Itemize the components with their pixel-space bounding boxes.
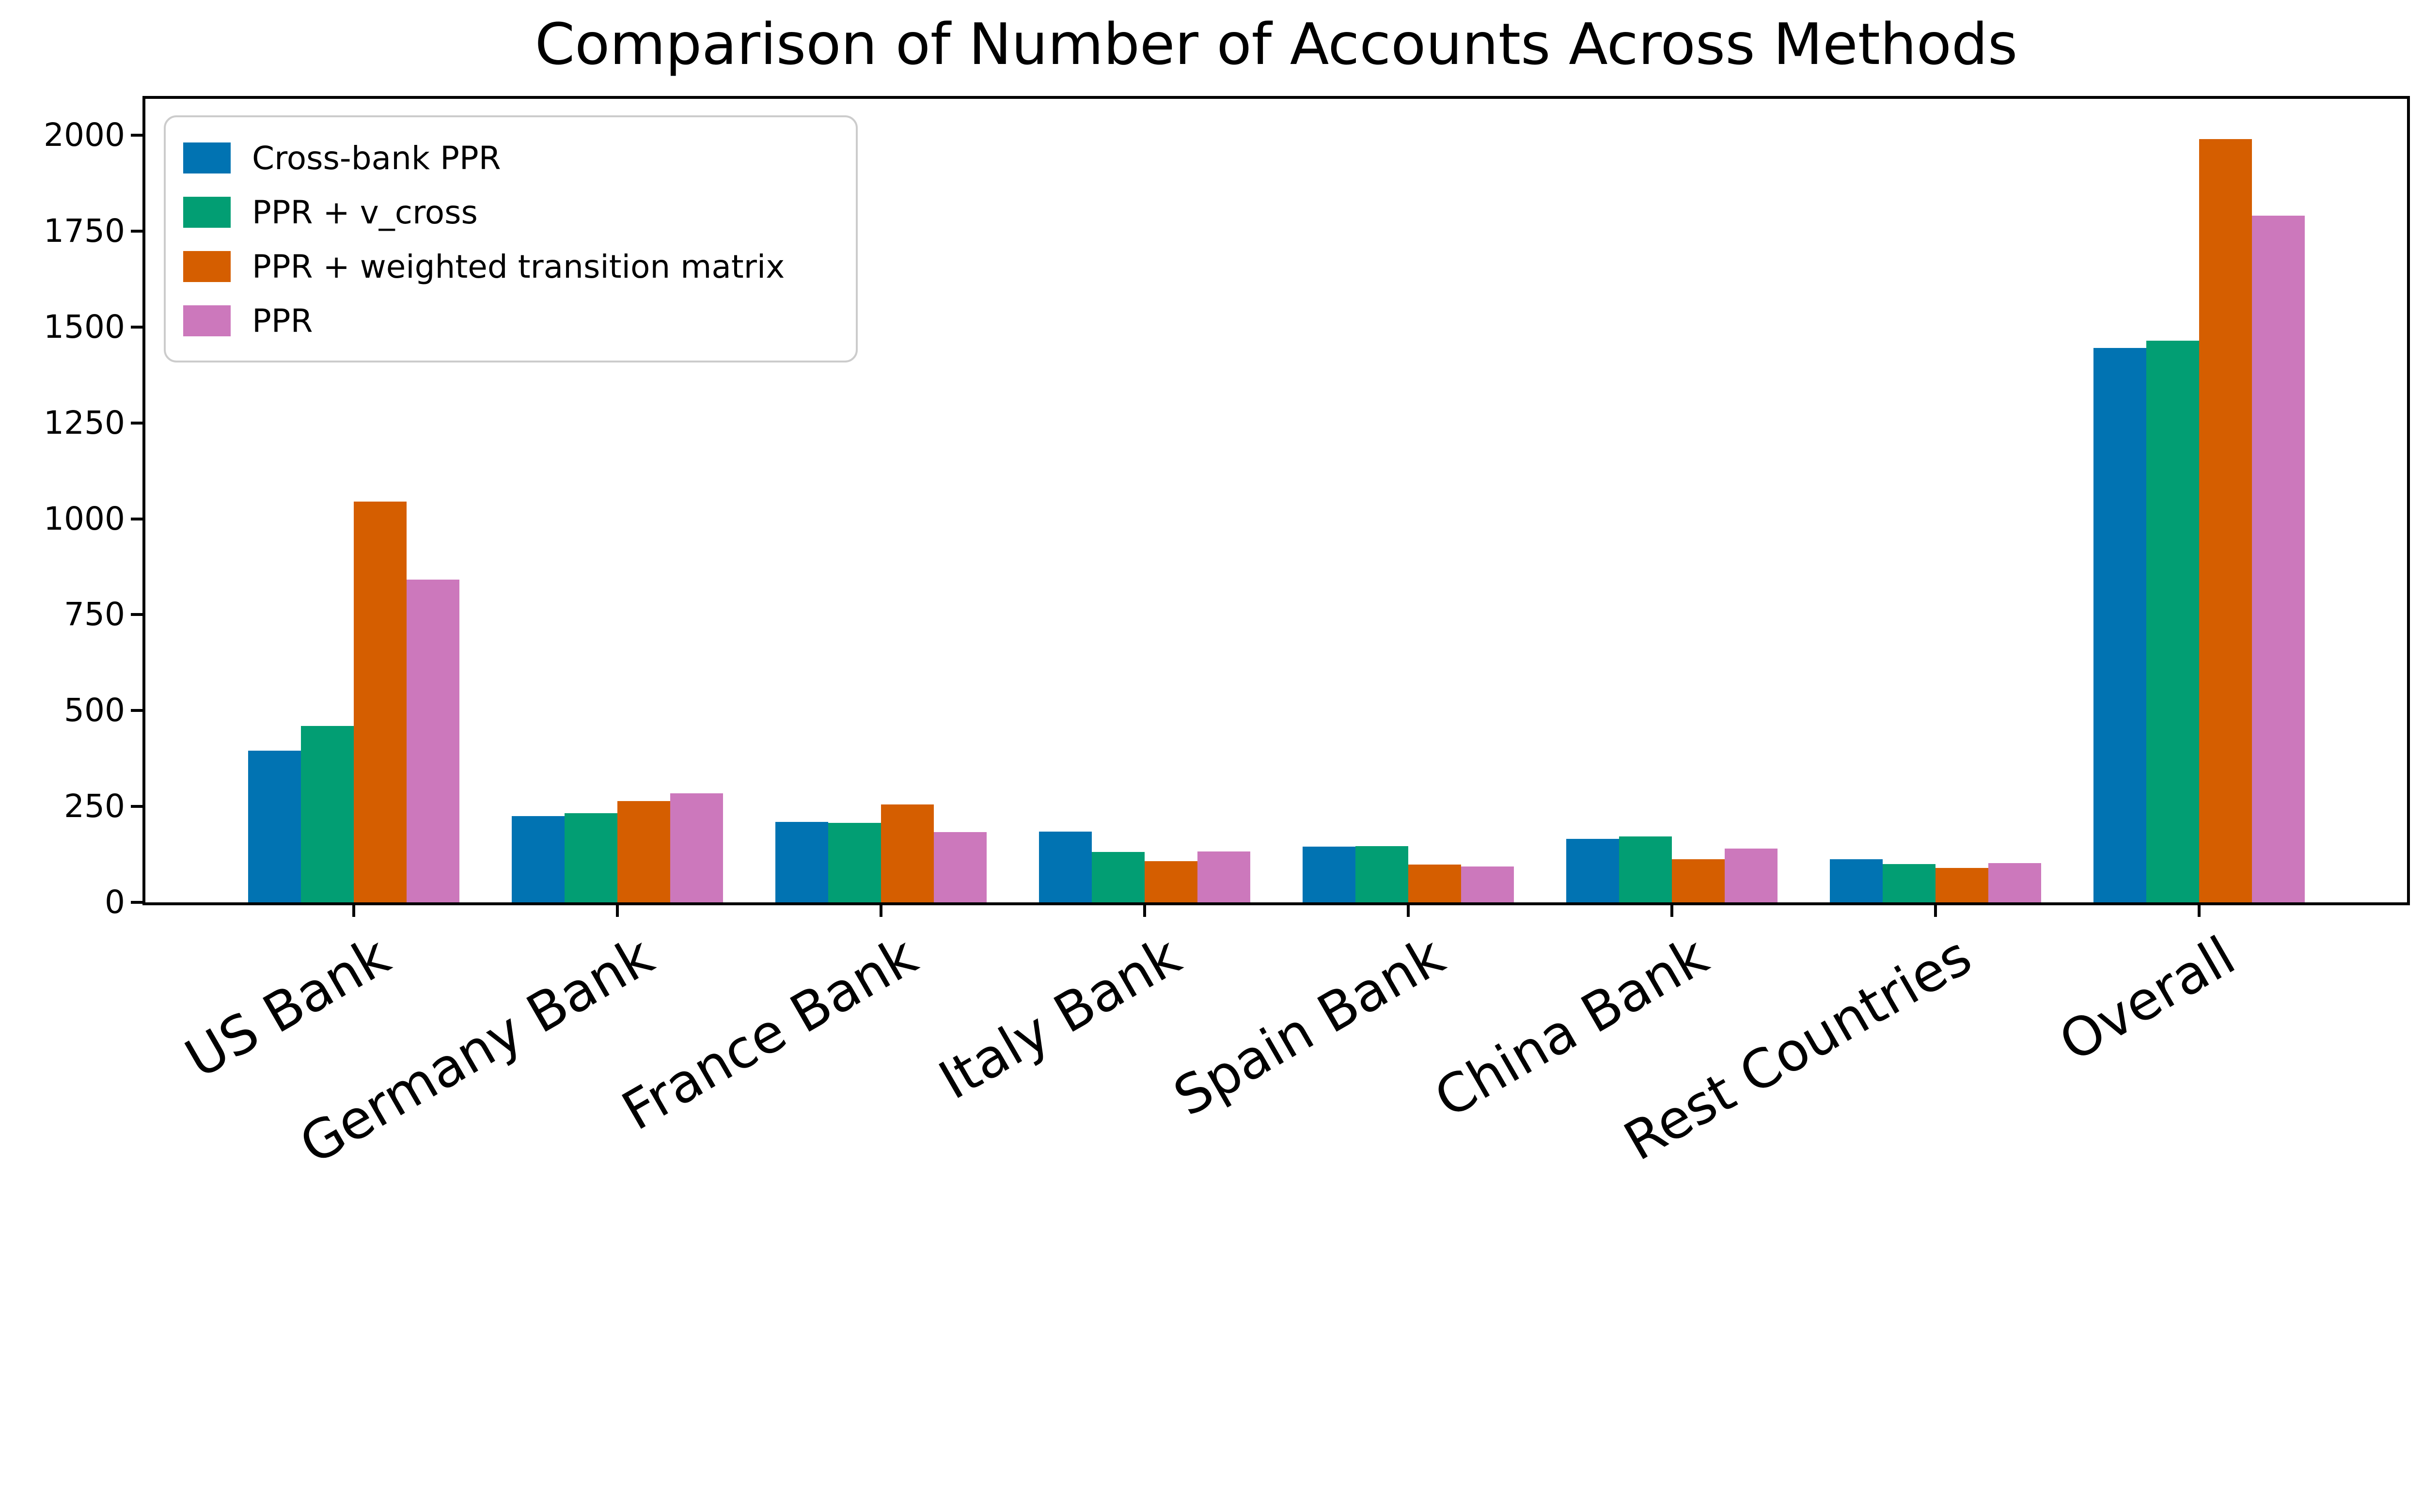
bar-ppr-us-bank (407, 580, 459, 902)
x-tick-mark (352, 905, 355, 917)
legend-item-label: PPR (252, 302, 313, 340)
bar-cross-bank-ppr-china-bank (1566, 839, 1619, 902)
bar-cross-bank-ppr-overall (2093, 348, 2146, 902)
bar-cross-bank-ppr-france-bank (775, 822, 828, 902)
bar-cross-bank-ppr-germany-bank (512, 816, 565, 902)
x-tick-mark (1143, 905, 1146, 917)
legend-item-label: PPR + weighted transition matrix (252, 248, 785, 285)
y-tick-mark (131, 230, 142, 233)
x-tick-label: China Bank (1424, 924, 1718, 1130)
y-tick-label: 1250 (44, 404, 125, 441)
bar-cross-bank-ppr-spain-bank (1303, 847, 1355, 902)
y-tick-mark (131, 901, 142, 904)
bar-ppr-weighted-transition-matrix-france-bank (881, 804, 934, 902)
y-tick-label: 2000 (44, 116, 125, 154)
bar-ppr-weighted-transition-matrix-rest-countries (1935, 868, 1988, 902)
bar-ppr-weighted-transition-matrix-germany-bank (617, 801, 670, 902)
bar-ppr-rest-countries (1988, 863, 2041, 902)
legend-item: PPR + v_cross (183, 185, 841, 239)
y-tick-mark (131, 805, 142, 808)
legend-swatch-icon (183, 251, 231, 282)
x-tick-mark (2198, 905, 2201, 917)
y-tick-label: 500 (64, 692, 125, 729)
bar-ppr-weighted-transition-matrix-china-bank (1672, 859, 1725, 902)
legend-item-label: Cross-bank PPR (252, 139, 501, 177)
y-tick-mark (131, 326, 142, 329)
legend-item: PPR (183, 294, 841, 348)
y-tick-mark (131, 422, 142, 425)
bar-cross-bank-ppr-italy-bank (1039, 832, 1092, 902)
y-tick-label: 1750 (44, 212, 125, 250)
y-tick-label: 250 (64, 788, 125, 825)
bar-cross-bank-ppr-rest-countries (1830, 859, 1883, 902)
bar-ppr-weighted-transition-matrix-overall (2199, 139, 2252, 902)
bar-ppr-v-cross-france-bank (828, 823, 881, 902)
legend-item: Cross-bank PPR (183, 131, 841, 185)
figure: Comparison of Number of Accounts Across … (44, 11, 2410, 1177)
plot-area: Cross-bank PPR PPR + v_cross PPR + weighte… (142, 96, 2410, 905)
bar-ppr-weighted-transition-matrix-italy-bank (1145, 861, 1197, 902)
y-tick-label: 0 (105, 883, 125, 921)
bar-ppr-v-cross-china-bank (1619, 836, 1672, 902)
y-tick-mark (131, 709, 142, 712)
legend-item: PPR + weighted transition matrix (183, 239, 841, 294)
y-tick-label: 1500 (44, 308, 125, 346)
bar-ppr-france-bank (934, 832, 987, 902)
legend-item-label: PPR + v_cross (252, 193, 478, 231)
bar-ppr-weighted-transition-matrix-us-bank (354, 502, 407, 902)
bar-ppr-overall (2252, 216, 2305, 902)
x-tick-mark (1934, 905, 1937, 917)
bar-ppr-v-cross-rest-countries (1883, 864, 1935, 902)
y-tick-label: 750 (64, 596, 125, 633)
legend-swatch-icon (183, 197, 231, 228)
x-tick-mark (880, 905, 882, 917)
bar-ppr-v-cross-germany-bank (565, 813, 617, 902)
x-tick-mark (1670, 905, 1673, 917)
bar-ppr-v-cross-spain-bank (1355, 846, 1408, 902)
bar-ppr-italy-bank (1197, 851, 1250, 902)
bar-ppr-v-cross-italy-bank (1092, 852, 1145, 902)
chart-title: Comparison of Number of Accounts Across … (535, 11, 2018, 78)
legend-swatch-icon (183, 305, 231, 336)
bar-cross-bank-ppr-us-bank (248, 751, 301, 902)
y-tick-label: 1000 (44, 500, 125, 537)
x-tick-mark (1407, 905, 1410, 917)
y-tick-mark (131, 613, 142, 616)
bar-ppr-germany-bank (670, 793, 723, 902)
bar-ppr-spain-bank (1461, 866, 1514, 902)
legend: Cross-bank PPR PPR + v_cross PPR + weighte… (164, 115, 858, 362)
bar-ppr-v-cross-us-bank (301, 726, 354, 902)
x-tick-mark (616, 905, 619, 917)
bar-ppr-weighted-transition-matrix-spain-bank (1408, 865, 1461, 902)
x-tick-label: Overall (2049, 924, 2245, 1074)
bar-ppr-china-bank (1725, 849, 1778, 902)
x-tick-label: Spain Bank (1164, 924, 1454, 1128)
bar-ppr-v-cross-overall (2146, 341, 2199, 902)
y-tick-mark (131, 134, 142, 137)
legend-swatch-icon (183, 142, 231, 173)
y-tick-mark (131, 518, 142, 520)
x-tick-label: Italy Bank (928, 924, 1191, 1112)
x-tick-label: Rest Countries (1614, 924, 1982, 1173)
